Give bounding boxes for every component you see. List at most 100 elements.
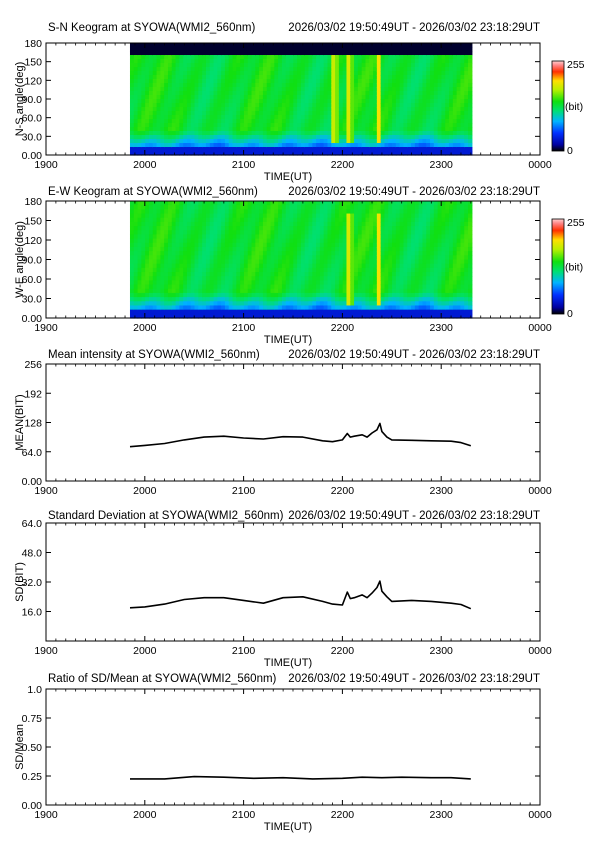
keogram-cell (167, 139, 173, 144)
keogram-cell (255, 107, 260, 112)
keogram-cell (270, 67, 275, 72)
keogram-cell (213, 143, 218, 148)
keogram-cell (266, 238, 272, 244)
keogram-cell (335, 99, 340, 104)
keogram-cell (384, 79, 389, 84)
keogram-cell (319, 83, 325, 88)
keogram-cell (205, 242, 211, 248)
keogram-cell (392, 205, 397, 210)
keogram-cell (259, 201, 264, 206)
keogram-cell (384, 213, 389, 219)
keogram-cell (354, 131, 359, 136)
keogram-cell (441, 95, 446, 100)
keogram-cell (354, 99, 359, 104)
keogram-cell (422, 139, 427, 144)
keogram-cell (380, 143, 386, 148)
keogram-cell (441, 221, 446, 227)
keogram-cell (437, 107, 443, 112)
keogram-cell (331, 301, 336, 307)
keogram-cell (308, 115, 313, 120)
keogram-cell (278, 226, 283, 231)
keogram-cell (186, 135, 192, 140)
keogram-cell (274, 43, 279, 48)
keogram-cell (202, 255, 207, 261)
keogram-cell (373, 217, 378, 223)
keogram-cell (186, 272, 192, 277)
keogram-cell (137, 251, 142, 256)
keogram-cell (338, 55, 344, 60)
keogram-cell (289, 246, 294, 252)
keogram-cell (141, 127, 146, 132)
keogram-cell (430, 75, 435, 80)
keogram-cell (183, 107, 188, 112)
keogram-cell (445, 205, 450, 210)
keogram-cell (373, 115, 378, 120)
keogram-cell (224, 201, 230, 206)
keogram-cell (285, 205, 291, 210)
keogram-cell (346, 127, 351, 132)
keogram-cell (202, 107, 207, 112)
keogram-cell (224, 255, 230, 261)
keogram-cell (202, 127, 207, 132)
keogram-cell (240, 143, 245, 148)
keogram-cell (259, 267, 264, 273)
keogram-cell (293, 99, 298, 104)
keogram-cell (221, 95, 226, 100)
keogram-cell (369, 217, 374, 223)
keogram-cell (395, 103, 401, 108)
keogram-cell (357, 238, 363, 244)
keogram-cell (308, 221, 313, 227)
keogram-cell (175, 103, 180, 108)
keogram-cell (266, 71, 272, 76)
keogram-cell (133, 280, 139, 286)
keogram-cell (209, 292, 215, 298)
keogram-cell (331, 87, 336, 92)
keogram-cell (297, 234, 302, 240)
keogram-cell (388, 67, 393, 72)
keogram-cell (327, 83, 332, 88)
keogram-cell (297, 87, 302, 92)
keogram-cell (213, 47, 218, 52)
keogram-cell (205, 217, 211, 223)
keogram-cell (171, 205, 177, 210)
keogram-cell (380, 139, 386, 144)
keogram-cell (175, 305, 180, 311)
keogram-cell (357, 272, 363, 277)
keogram-cell (422, 246, 427, 252)
keogram-cell (426, 43, 431, 48)
keogram-cell (281, 205, 287, 210)
keogram-cell (167, 63, 173, 68)
keogram-cell (433, 75, 439, 80)
keogram-cell (426, 205, 431, 210)
keogram-cell (365, 143, 370, 148)
keogram-cell (430, 107, 435, 112)
keogram-cell (202, 242, 207, 248)
keogram-cell (266, 47, 272, 52)
keogram-cell (418, 255, 424, 261)
keogram-cell (365, 55, 370, 60)
keogram-cell (376, 83, 382, 88)
keogram-cell (175, 55, 180, 60)
keogram-cell (205, 99, 211, 104)
keogram-cell (148, 297, 154, 302)
keogram-cell (145, 309, 150, 315)
keogram-cell (418, 107, 424, 112)
keogram-cell (411, 230, 416, 236)
keogram-cell (392, 230, 397, 236)
keogram-cell (137, 288, 142, 294)
keogram-cell (148, 217, 154, 223)
keogram-cell (384, 238, 389, 244)
keogram-cell (179, 87, 184, 92)
keogram-cell (411, 151, 416, 156)
keogram-cell (323, 131, 329, 136)
keogram-cell (255, 75, 260, 80)
keogram-cell (350, 103, 355, 108)
keogram-cell (456, 131, 462, 136)
keogram-cell (433, 87, 439, 92)
keogram-cell (186, 43, 192, 48)
keogram-cell (304, 221, 310, 227)
keogram-cell (384, 305, 389, 311)
keogram-cell (274, 255, 279, 261)
keogram-cell (304, 99, 310, 104)
keogram-cell (240, 63, 245, 68)
